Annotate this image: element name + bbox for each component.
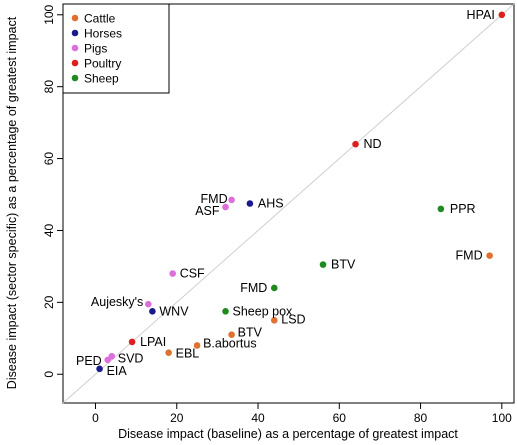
data-point — [128, 338, 136, 346]
point-label: B.abortus — [203, 336, 257, 350]
point-label: ND — [364, 137, 382, 151]
x-tick-label: 80 — [414, 411, 428, 425]
x-tick-label: 20 — [170, 411, 184, 425]
point-label: FMD — [240, 281, 267, 295]
y-axis: 0 20 40 60 80 100 — [42, 4, 64, 378]
x-tick-label: 100 — [492, 411, 512, 425]
y-tick-label: 100 — [42, 4, 56, 24]
data-point — [498, 11, 506, 19]
data-point — [270, 284, 278, 292]
legend-marker — [71, 29, 79, 37]
point-label: Sheep pox — [233, 304, 294, 318]
data-point — [319, 261, 327, 268]
point-label: BTV — [238, 326, 263, 340]
y-tick-label: 20 — [42, 295, 56, 309]
data-point — [437, 205, 445, 213]
data-point — [222, 203, 229, 211]
data-point — [145, 300, 152, 308]
point-label: AHS — [258, 197, 284, 211]
y-tick-label: 80 — [42, 80, 56, 94]
data-point — [486, 252, 493, 259]
data-point — [165, 349, 172, 356]
reference-line-layer — [62, 3, 515, 404]
point-label: WNV — [159, 304, 189, 318]
point-label: EBL — [176, 347, 200, 361]
data-point — [222, 308, 229, 315]
legend-label: Horses — [84, 27, 122, 41]
point-label: CSF — [180, 267, 205, 281]
legend-box — [62, 3, 170, 94]
x-axis-label: Disease impact (baseline) as a percentag… — [118, 427, 458, 441]
x-axis: 0 20 40 60 80 100 — [92, 402, 512, 425]
point-label: LPAI — [140, 335, 166, 349]
data-points — [96, 11, 506, 373]
data-point — [270, 317, 278, 324]
data-point — [104, 356, 111, 364]
point-label: BTV — [331, 258, 356, 272]
y-axis-label: Disease impact (sector specific) as a pe… — [5, 16, 19, 389]
legend-marker — [71, 14, 79, 22]
point-label: ASF — [195, 204, 220, 218]
point-label: LSD — [281, 312, 305, 326]
data-point — [96, 365, 103, 373]
data-labels: HPAINDLPAIFMDASFCSFAujesky'sSVDPEDAHSWNV… — [76, 8, 495, 378]
legend-label: Sheep — [84, 72, 119, 86]
legend-marker — [71, 74, 79, 82]
data-point — [228, 331, 235, 339]
point-label: EIA — [107, 364, 128, 378]
data-point — [228, 196, 235, 204]
data-point — [193, 342, 201, 349]
y-tick-label: 40 — [42, 223, 56, 237]
point-label: FMD — [201, 192, 228, 206]
legend-label: Poultry — [84, 57, 121, 71]
reference-line — [62, 3, 515, 404]
data-point — [169, 270, 177, 277]
data-point — [352, 140, 359, 148]
point-label: PPR — [450, 202, 476, 216]
point-label: SVD — [118, 351, 144, 365]
x-tick-label: 60 — [333, 411, 347, 425]
point-label: FMD — [456, 249, 483, 263]
point-label: Aujesky's — [91, 295, 143, 309]
data-point — [149, 308, 156, 315]
y-tick-label: 0 — [42, 371, 56, 378]
legend-label: Cattle — [84, 12, 116, 26]
y-tick-label: 60 — [42, 152, 56, 166]
legend-marker — [71, 44, 79, 52]
point-label: PED — [76, 354, 102, 368]
data-point — [246, 200, 254, 207]
x-tick-label: 0 — [92, 411, 99, 425]
x-tick-label: 40 — [251, 411, 265, 425]
legend-label: Pigs — [84, 42, 107, 56]
legend-marker — [71, 59, 79, 67]
point-label: HPAI — [467, 8, 495, 22]
